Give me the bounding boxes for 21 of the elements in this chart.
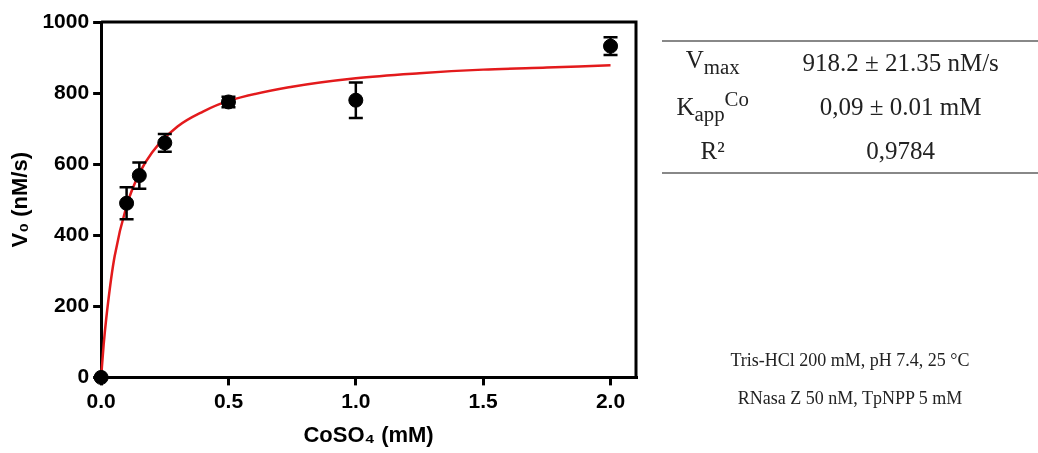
y-tick-label: 1000	[42, 8, 90, 32]
text: R²	[699, 136, 726, 167]
text: Tris-HCl 200 mM, pH 7.4, 25 °C	[729, 350, 971, 371]
text: 0,09 ± 0.01 mM	[818, 92, 983, 123]
x-tick-label: 2.0	[595, 388, 626, 412]
y-axis-title: V₀ (nM/s)	[7, 151, 33, 248]
x-axis-title: CoSO₄ (mM)	[303, 421, 434, 447]
y-tick-label: 800	[54, 79, 90, 103]
x-tick-label: 0.0	[86, 388, 116, 412]
x-tick-label: 1.5	[468, 388, 499, 412]
text: V$_{max}$	[684, 45, 741, 81]
x-tick-label: 0.5	[213, 388, 244, 412]
y-tick-label: 0	[77, 364, 90, 388]
y-tick-label: 400	[54, 222, 90, 246]
x-tick-label: 1.0	[341, 388, 371, 412]
text: 0,9784	[865, 136, 937, 167]
text: RNasa Z 50 nM, TpNPP 5 mM	[736, 388, 964, 409]
text: 918.2 ± 21.35 nM/s	[801, 48, 1000, 78]
y-tick-label: 200	[54, 293, 90, 317]
y-tick-label: 600	[54, 150, 90, 174]
point	[93, 369, 109, 385]
